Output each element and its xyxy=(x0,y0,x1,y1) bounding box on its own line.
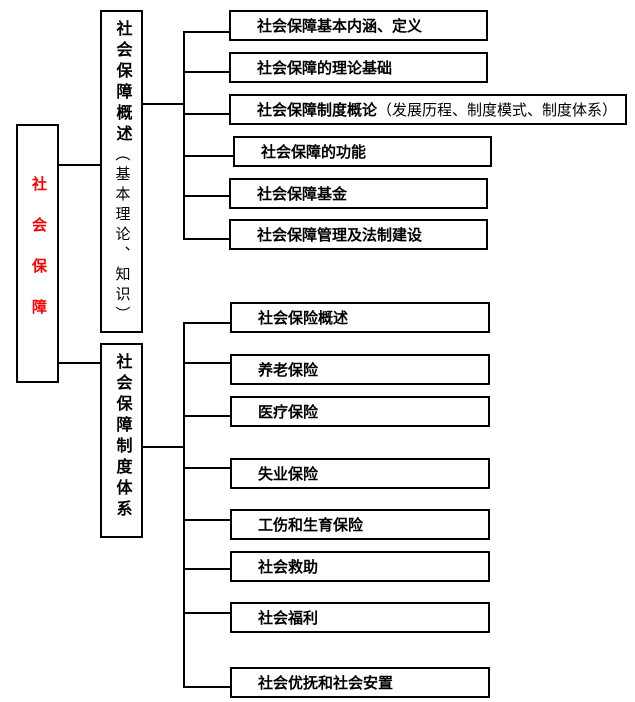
connector-overview-trunk xyxy=(143,103,185,105)
leaf-theoretical-basis: 社会保障的理论基础 xyxy=(229,52,488,83)
leaf-injury-maternity-insurance: 工伤和生育保险 xyxy=(230,509,490,540)
branch-theoretical-basis xyxy=(185,71,229,73)
connector-system-trunk xyxy=(143,446,185,448)
leaf-functions: 社会保障的功能 xyxy=(233,136,492,167)
leaf-insurance-overview: 社会保险概述 xyxy=(230,302,490,333)
leaf-funds: 社会保障基金 xyxy=(229,178,488,209)
leaf-system-introduction: 社会保障制度概论（发展历程、制度模式、制度体系） xyxy=(229,94,627,125)
branch-social-assistance xyxy=(185,568,230,570)
trunk-overview xyxy=(183,31,185,240)
branch-medical-insurance xyxy=(185,415,230,417)
branch-unemployment-insurance xyxy=(185,467,230,469)
branch-system-introduction xyxy=(185,113,229,115)
root-node-label: 社会保障 xyxy=(30,176,46,340)
branch-social-welfare xyxy=(185,612,230,614)
trunk-system xyxy=(183,322,185,688)
branch-injury-maternity-insurance xyxy=(185,519,230,521)
leaf-pension-insurance: 养老保险 xyxy=(230,354,490,385)
leaf-social-assistance: 社会救助 xyxy=(230,551,490,582)
node-system-label: 社会保障制度体系 xyxy=(113,353,131,521)
node-overview: 社会保障概述（基本理论、知识） xyxy=(100,10,143,333)
branch-pension-insurance xyxy=(185,362,230,364)
root-node-social-security: 社会保障 xyxy=(16,124,59,383)
leaf-management-legal: 社会保障管理及法制建设 xyxy=(229,219,488,250)
connector-root-system xyxy=(59,362,100,364)
leaf-social-welfare: 社会福利 xyxy=(230,602,490,633)
branch-insurance-overview xyxy=(185,322,230,324)
branch-management-legal xyxy=(185,238,229,240)
node-overview-label: 社会保障概述（基本理论、知识） xyxy=(113,20,131,326)
branch-veteran-placement xyxy=(185,686,230,688)
node-system: 社会保障制度体系 xyxy=(100,343,143,538)
branch-functions xyxy=(185,155,233,157)
leaf-unemployment-insurance: 失业保险 xyxy=(230,458,490,489)
leaf-basic-connotation: 社会保障基本内涵、定义 xyxy=(229,10,488,41)
leaf-medical-insurance: 医疗保险 xyxy=(230,396,490,427)
leaf-veteran-placement: 社会优抚和社会安置 xyxy=(230,667,490,698)
branch-funds xyxy=(185,195,229,197)
branch-basic-connotation xyxy=(185,31,229,33)
connector-root-overview xyxy=(59,164,100,166)
